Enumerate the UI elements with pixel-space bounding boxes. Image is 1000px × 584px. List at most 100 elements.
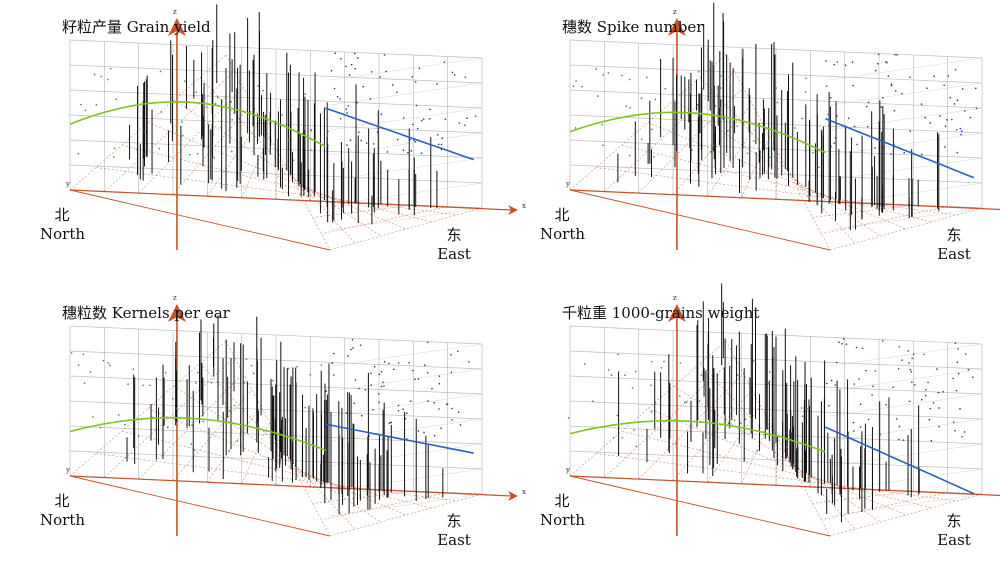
- east-data-point: [859, 403, 862, 406]
- east-data-point: [410, 150, 413, 152]
- west-data-point: [602, 73, 605, 76]
- east-label-cn: 东: [946, 512, 962, 530]
- west-data-point: [726, 130, 729, 132]
- x-axis-arrow-icon: [508, 205, 518, 215]
- floor-grid-line: [121, 144, 432, 223]
- side-wall-hline: [829, 182, 983, 206]
- side-wall-hline: [829, 57, 983, 81]
- east-data-point: [458, 122, 461, 124]
- side-wall-hline: [829, 132, 983, 156]
- east-data-point: [892, 386, 895, 389]
- east-data-point: [912, 353, 915, 355]
- east-data-point: [956, 361, 959, 363]
- east-data-point: [370, 384, 372, 386]
- east-data-point: [877, 53, 880, 56]
- east-data-point: [954, 68, 957, 71]
- west-data-point: [607, 369, 610, 371]
- east-data-point: [843, 338, 845, 340]
- y-axis-letter: y: [565, 180, 570, 188]
- east-data-point: [828, 404, 830, 407]
- west-data-point: [685, 401, 688, 403]
- west-data-point: [158, 147, 161, 150]
- west-data-point: [625, 105, 628, 107]
- west-data-point: [190, 443, 193, 445]
- east-data-point: [423, 364, 426, 367]
- z-axis-letter: z: [673, 8, 677, 16]
- west-data-point: [320, 364, 323, 366]
- east-data-point: [464, 124, 466, 126]
- north-label-cn: 北: [54, 206, 70, 224]
- east-data-point: [383, 361, 386, 363]
- west-data-point: [239, 407, 242, 409]
- floor-grid-line: [647, 408, 907, 516]
- west-data-point: [601, 123, 603, 126]
- west-data-point: [231, 119, 233, 121]
- east-data-point: [408, 361, 410, 364]
- east-data-point: [953, 103, 956, 105]
- east-data-point: [395, 91, 398, 94]
- east-data-point: [957, 348, 959, 350]
- side-wall-hline: [829, 107, 983, 131]
- east-data-point: [426, 341, 429, 344]
- west-trend-line: [569, 111, 826, 154]
- east-data-point: [438, 375, 441, 377]
- east-data-point: [963, 431, 966, 433]
- side-wall-hline: [329, 393, 483, 417]
- y-axis-letter: y: [65, 466, 70, 474]
- east-data-point: [459, 424, 462, 426]
- east-data-point: [383, 54, 386, 56]
- floor-grid-line: [786, 168, 811, 201]
- east-data-point: [920, 398, 923, 401]
- east-data-point: [414, 140, 416, 143]
- east-data-point: [354, 379, 357, 381]
- west-data-point: [93, 73, 96, 76]
- east-data-point: [911, 357, 913, 360]
- west-data-point: [633, 429, 635, 431]
- west-data-point: [193, 77, 195, 80]
- west-data-point: [191, 424, 193, 426]
- west-data-point: [729, 377, 731, 380]
- east-data-point: [833, 63, 835, 66]
- east-data-point: [923, 353, 925, 356]
- east-label-en: East: [437, 531, 471, 549]
- east-data-point: [350, 348, 352, 351]
- east-data-point: [347, 105, 349, 107]
- west-data-point: [106, 78, 109, 81]
- east-data-point: [360, 414, 363, 417]
- east-data-point: [856, 143, 858, 146]
- west-data-point: [650, 360, 653, 363]
- east-data-point: [825, 60, 827, 62]
- east-data-point: [900, 92, 903, 95]
- west-data-point: [805, 440, 807, 443]
- west-data-point: [572, 85, 575, 88]
- side-wall-hline: [329, 107, 483, 131]
- west-data-point: [272, 379, 274, 382]
- west-data-point: [291, 425, 294, 428]
- west-data-point: [164, 372, 167, 374]
- east-data-point: [356, 101, 358, 104]
- west-data-point: [250, 364, 253, 367]
- west-data-point: [304, 437, 307, 440]
- west-data-point: [744, 418, 747, 421]
- side-wall-hline: [329, 368, 483, 392]
- west-data-point: [776, 101, 779, 104]
- east-data-point: [345, 412, 348, 414]
- west-data-point: [230, 101, 233, 103]
- west-data-point: [136, 148, 138, 151]
- east-data-point: [903, 151, 905, 154]
- east-data-point: [921, 153, 923, 156]
- west-data-point: [108, 364, 111, 367]
- east-data-point: [333, 87, 336, 90]
- east-data-point: [960, 133, 962, 136]
- east-data-point: [468, 361, 470, 363]
- west-data-point: [654, 402, 657, 405]
- floor-grid-line: [295, 184, 345, 203]
- east-data-point: [349, 139, 352, 141]
- west-data-point: [95, 104, 98, 106]
- west-data-point: [675, 442, 677, 445]
- west-data-point: [124, 423, 126, 426]
- east-data-point: [368, 435, 370, 437]
- east-data-point: [954, 429, 956, 432]
- east-data-point: [438, 408, 440, 410]
- chart-panel-kernels-per-ear: z x y 穗粒数 Kernels per ear 北 North 东 East: [40, 294, 526, 584]
